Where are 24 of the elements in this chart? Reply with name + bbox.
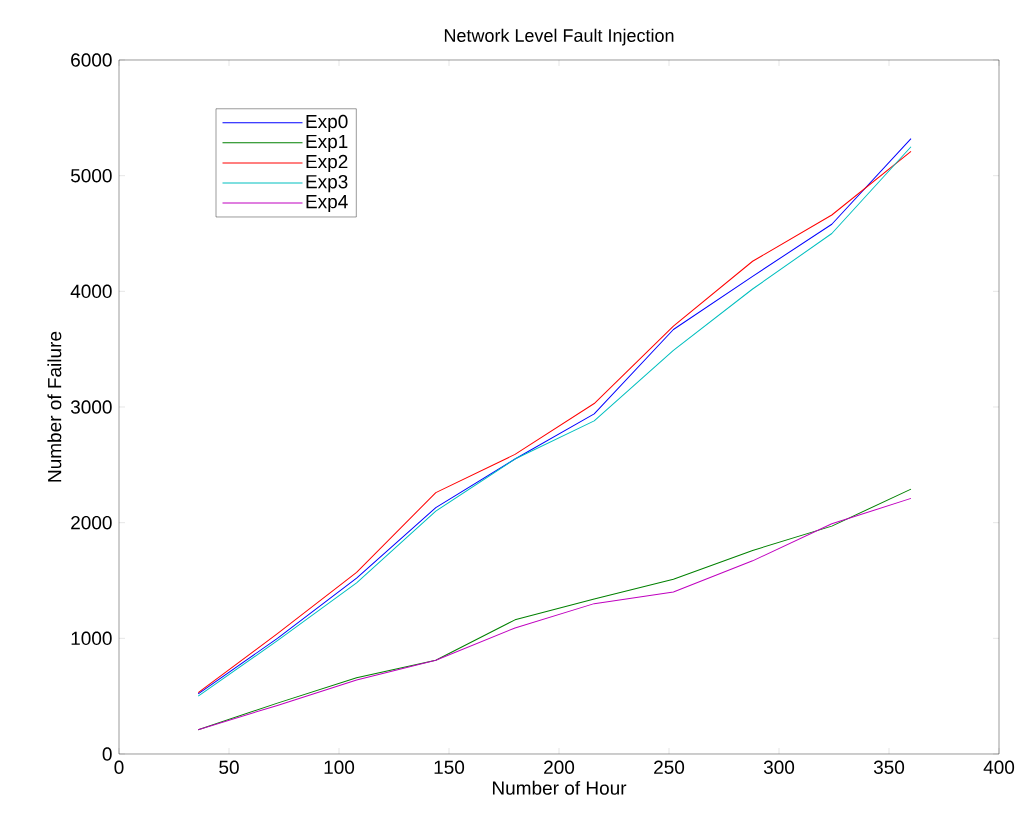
y-tick-label: 3000 — [70, 400, 112, 414]
x-tick-label: 50 — [219, 760, 239, 774]
legend-label: Exp4 — [306, 195, 348, 213]
x-tick-label: 150 — [434, 760, 465, 774]
x-tick-label: 250 — [654, 760, 685, 774]
x-tick-label: 0 — [114, 760, 124, 774]
legend-label: Exp0 — [306, 114, 348, 132]
x-tick-label: 100 — [324, 760, 355, 774]
chart-title: Network Level Fault Injection — [444, 28, 674, 46]
x-tick-label: 350 — [873, 760, 905, 774]
x-tick-label: 200 — [544, 760, 575, 774]
x-tick-label: 300 — [763, 760, 795, 774]
legend-label: Exp2 — [306, 154, 348, 173]
x-axis-title: Number of Hour — [492, 780, 627, 795]
y-tick-label: 0 — [102, 747, 112, 761]
legend-label: Exp1 — [306, 134, 348, 152]
y-tick-label: 4000 — [70, 284, 112, 299]
y-tick-label: 5000 — [70, 168, 112, 183]
legend-label: Exp3 — [306, 174, 348, 193]
y-tick-label: 2000 — [71, 515, 112, 530]
y-axis-title: Number of Failure — [47, 331, 62, 482]
y-tick-label: 6000 — [71, 53, 112, 67]
x-tick-label: 400 — [983, 760, 1015, 774]
y-tick-label: 1000 — [71, 631, 112, 646]
